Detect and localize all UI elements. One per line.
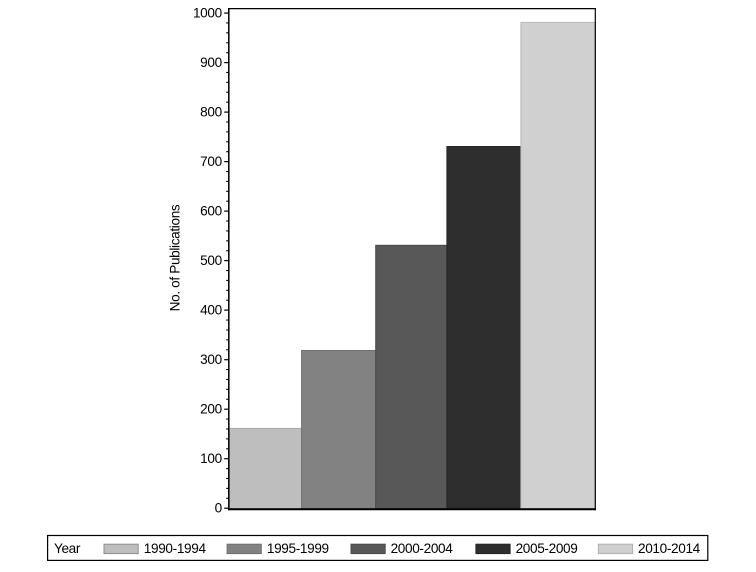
- svg-text:400: 400: [200, 302, 222, 317]
- svg-text:No. of Publications: No. of Publications: [168, 204, 183, 311]
- svg-text:300: 300: [200, 352, 222, 367]
- svg-text:200: 200: [200, 402, 222, 417]
- svg-text:500: 500: [200, 253, 222, 268]
- svg-text:2005-2009: 2005-2009: [516, 541, 578, 556]
- svg-text:800: 800: [200, 104, 222, 119]
- svg-text:700: 700: [200, 154, 222, 169]
- svg-text:Year: Year: [54, 541, 81, 556]
- svg-text:100: 100: [200, 451, 222, 466]
- svg-text:0: 0: [215, 501, 223, 516]
- svg-text:2000-2004: 2000-2004: [391, 541, 454, 556]
- svg-text:1000: 1000: [193, 5, 223, 20]
- svg-text:600: 600: [200, 203, 222, 218]
- svg-text:900: 900: [200, 55, 222, 70]
- svg-text:1990-1994: 1990-1994: [144, 541, 207, 556]
- svg-text:2010-2014: 2010-2014: [638, 541, 701, 556]
- svg-text:1995-1999: 1995-1999: [267, 541, 329, 556]
